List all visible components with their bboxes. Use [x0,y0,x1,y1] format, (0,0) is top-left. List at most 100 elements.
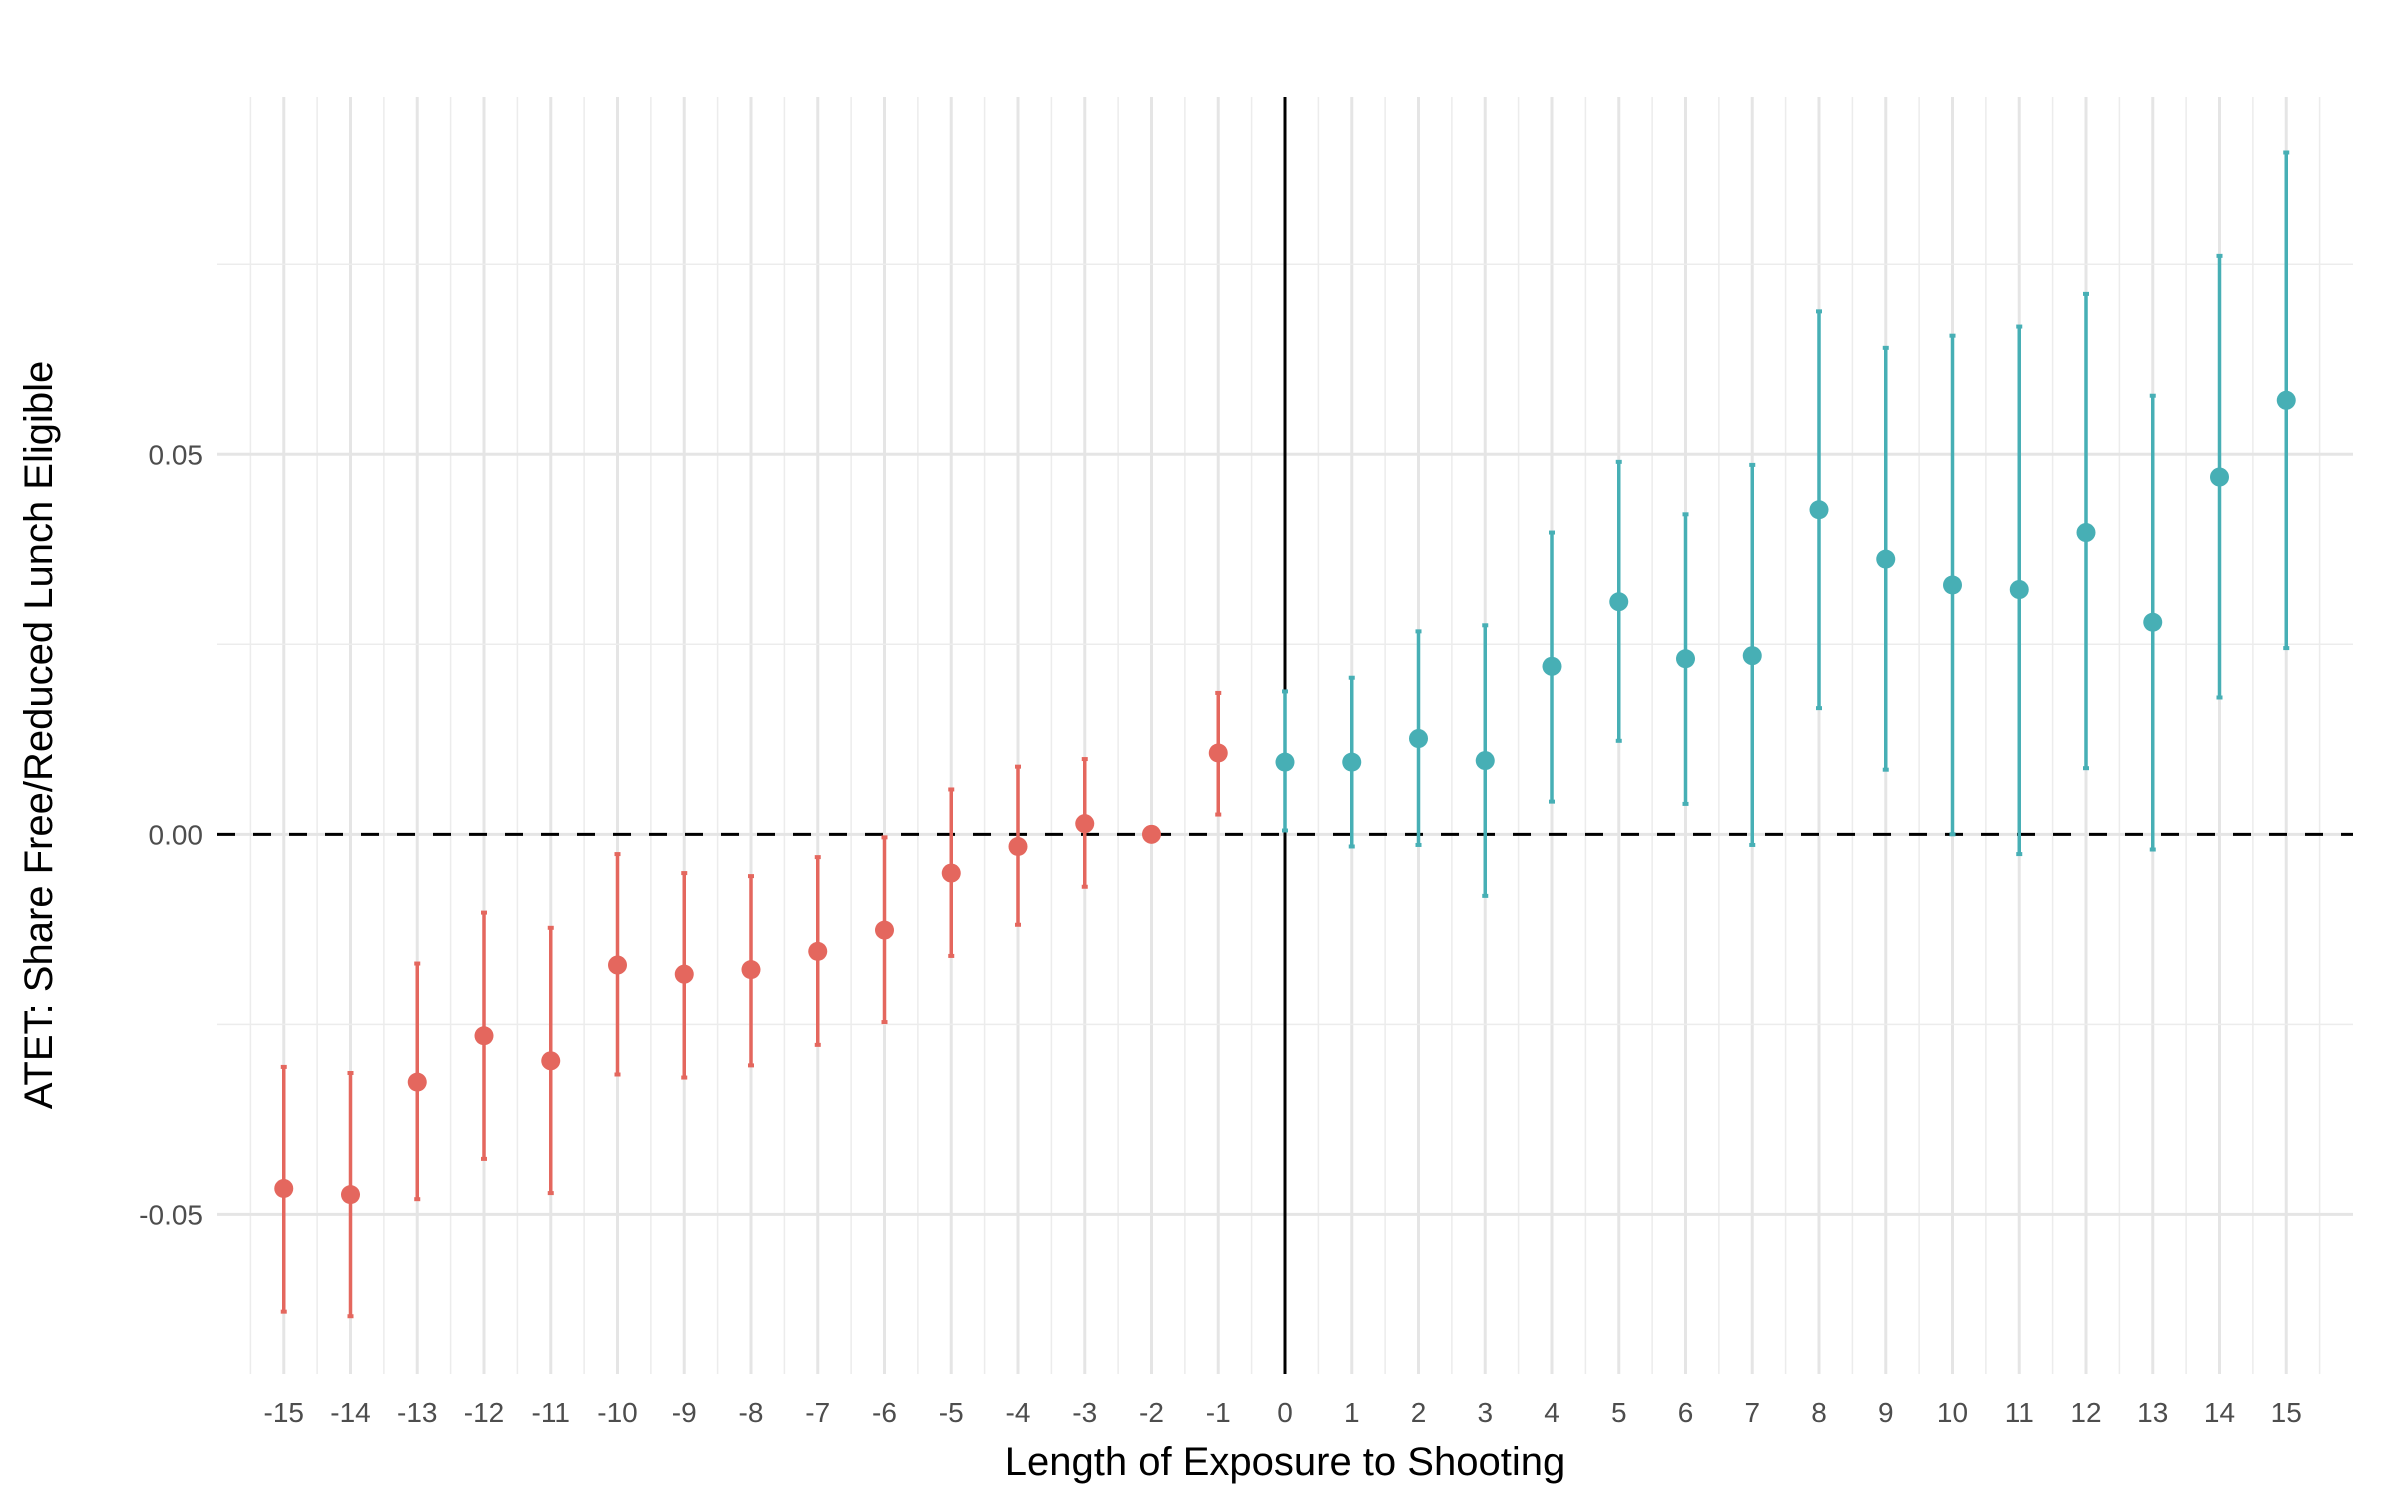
x-tick-label: 8 [1811,1397,1827,1428]
point-range--3 [1075,757,1095,889]
x-tick-label: 2 [1411,1397,1427,1428]
data-marks [274,150,2296,1319]
x-tick-label: -8 [739,1397,764,1428]
point-range-8 [1809,309,1829,711]
data-point [1208,743,1228,763]
data-point [274,1179,294,1199]
x-tick-label: 10 [1937,1397,1968,1428]
data-point [2009,580,2029,600]
x-tick-label: 14 [2204,1397,2235,1428]
x-tick-label: 1 [1344,1397,1360,1428]
data-point [2276,390,2296,410]
x-tick-label: 0 [1277,1397,1293,1428]
x-tick-label: -7 [805,1397,830,1428]
data-point [407,1072,427,1092]
data-point [1342,752,1362,772]
data-point [941,863,961,883]
point-range-12 [2076,291,2096,771]
point-range-14 [2210,253,2229,700]
x-tick-label: -12 [464,1397,504,1428]
x-tick-label: -3 [1072,1397,1097,1428]
x-tick-label: 4 [1544,1397,1560,1428]
data-point [808,941,828,961]
point-range-0 [1275,689,1295,833]
x-tick-label: 9 [1878,1397,1894,1428]
data-point [1542,656,1562,676]
point-range-1 [1342,675,1362,849]
point-range--14 [341,1070,360,1319]
x-tick-label: -1 [1206,1397,1231,1428]
data-point [1075,814,1095,834]
point-range-9 [1876,345,1896,772]
x-tick-label: 6 [1678,1397,1694,1428]
x-tick-label: 7 [1744,1397,1760,1428]
point-range-5 [1609,459,1629,743]
point-range-3 [1475,623,1495,898]
y-axis-title: ATET: Share Free/Reduced Lunch Eligible [17,361,61,1110]
point-range--10 [608,852,627,1077]
point-range-4 [1542,530,1562,804]
data-point [1475,751,1495,771]
point-range--4 [1008,764,1028,927]
point-range-2 [1409,629,1428,847]
x-axis-title: Length of Exposure to Shooting [1005,1440,1565,1484]
point-range--9 [674,871,694,1080]
data-point [608,955,627,975]
data-point [1742,646,1762,666]
point-range--15 [274,1064,294,1314]
y-tick-label: 0.00 [149,819,204,850]
x-tick-label: 11 [2005,1397,2034,1428]
data-point [1676,649,1695,669]
point-range--13 [407,961,427,1202]
y-tick-label: -0.05 [139,1199,203,1230]
y-tick-label: 0.05 [149,439,204,470]
x-tick-label: -15 [264,1397,304,1428]
data-point [541,1051,561,1071]
x-tick-labels: -15 -14 -13 -12 -11 -10 -9 -8 -7 -6 -5 -4 -3 -2 -1 0 1 2 3… [264,1397,2302,1428]
y-tick-labels: 0.05 0.00 -0.05 [139,439,203,1230]
point-range--12 [474,910,494,1161]
data-point [2143,612,2163,632]
point-range-10 [1943,333,1962,837]
x-tick-label: -4 [1006,1397,1031,1428]
point-range-7 [1742,462,1762,847]
x-tick-label: -9 [672,1397,697,1428]
data-point [1876,549,1896,569]
point-range--11 [541,925,561,1196]
point-range--7 [808,855,828,1047]
point-range--5 [941,787,961,958]
x-tick-label: -2 [1139,1397,1164,1428]
data-point [1943,575,1962,595]
x-tick-label: 13 [2137,1397,2168,1428]
x-tick-label: -11 [532,1397,570,1428]
data-point [741,960,761,980]
point-range--2 [1142,824,1161,844]
data-point [1609,592,1629,612]
x-tick-label: -10 [597,1397,637,1428]
data-point [1142,824,1161,844]
point-range-13 [2143,393,2163,852]
point-range-6 [1676,512,1695,806]
x-tick-label: 5 [1611,1397,1627,1428]
data-point [341,1185,360,1205]
data-point [2076,523,2096,543]
point-range-11 [2009,324,2029,857]
data-point [1809,500,1829,520]
data-point [1275,752,1295,772]
x-tick-label: -14 [330,1397,370,1428]
data-point [474,1026,494,1046]
x-tick-label: -6 [872,1397,897,1428]
x-tick-label: -13 [397,1397,437,1428]
data-point [1409,729,1428,749]
x-tick-label: 12 [2070,1397,2101,1428]
point-range--1 [1208,690,1228,817]
x-tick-label: 3 [1477,1397,1493,1428]
data-point [674,964,694,984]
data-point [1008,836,1028,856]
point-range-15 [2276,150,2296,651]
x-tick-label: -5 [939,1397,964,1428]
x-tick-label: 15 [2271,1397,2302,1428]
data-point [2210,467,2229,487]
point-range--6 [875,835,894,1025]
